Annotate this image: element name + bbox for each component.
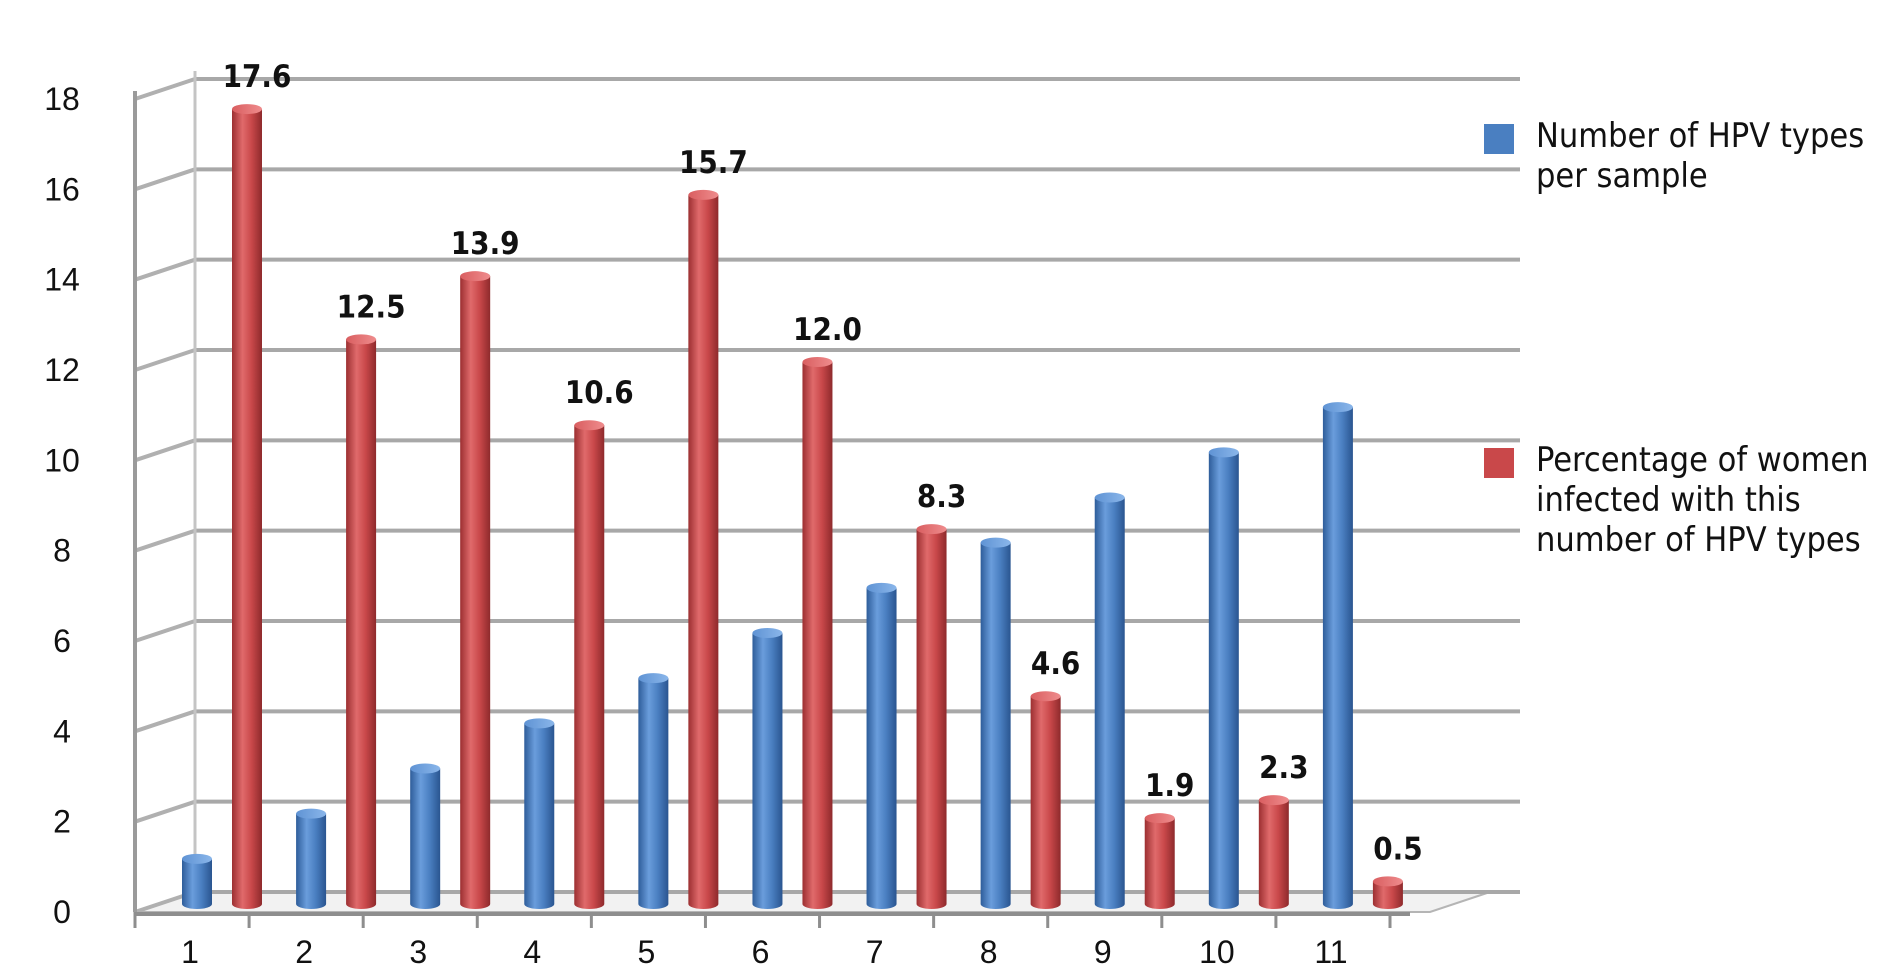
y-tick-label: 0: [53, 894, 71, 930]
bar-red: [1258, 795, 1289, 909]
data-label: 10.6: [565, 375, 634, 411]
x-tick-label: 8: [980, 934, 998, 970]
bar-blue: [524, 718, 555, 909]
bar-blue: [1208, 447, 1239, 909]
data-label: 12.0: [793, 312, 862, 348]
data-label: 15.7: [679, 145, 748, 181]
y-tick-label: 10: [44, 442, 80, 478]
x-tick-label: 5: [638, 934, 656, 970]
legend-item-series-2: Percentage of women infected with this n…: [1484, 440, 1876, 560]
bar-red: [232, 104, 262, 910]
data-label: 17.6: [223, 59, 292, 95]
bar-red: [574, 420, 605, 909]
x-tick-label: 6: [752, 934, 770, 970]
gridline: [134, 528, 1520, 553]
y-tick-label: 8: [53, 533, 71, 569]
x-tick-label: 3: [409, 934, 427, 970]
gridline: [134, 77, 1520, 101]
y-tick-label: 14: [44, 262, 80, 298]
y-tick-label: 6: [53, 623, 71, 659]
legend-label-series-1: Number of HPV types per sample: [1536, 116, 1865, 196]
data-label: 2.3: [1259, 750, 1308, 786]
legend-swatch-blue: [1484, 124, 1514, 154]
y-tick-label: 18: [44, 81, 80, 117]
y-tick-label: 12: [44, 352, 80, 388]
bar-blue: [866, 582, 897, 909]
bar-red: [346, 334, 377, 910]
y-tick-label: 4: [53, 713, 71, 749]
bar-red: [688, 189, 719, 910]
data-label: 12.5: [337, 289, 406, 325]
bars: [182, 104, 1403, 910]
bar-red: [1372, 876, 1403, 909]
legend-item-series-1: Number of HPV types per sample: [1484, 116, 1876, 196]
x-tick-label: 9: [1094, 934, 1112, 970]
legend-swatch-red: [1484, 448, 1514, 478]
bar-blue: [1094, 492, 1125, 909]
gridline: [134, 348, 1520, 372]
x-tick-label: 7: [866, 934, 884, 970]
bar-red: [916, 524, 947, 909]
gridline: [134, 438, 1520, 463]
x-tick-label: 4: [523, 934, 541, 970]
data-label: 1.9: [1145, 768, 1194, 804]
x-tick-label: 11: [1314, 934, 1347, 970]
gridline: [134, 619, 1520, 643]
bar-blue: [638, 673, 669, 909]
bar-red: [802, 357, 833, 909]
bar-blue: [980, 537, 1011, 909]
x-tick-label: 2: [295, 934, 313, 970]
bar-blue: [182, 853, 212, 909]
y-tick-label: 2: [53, 804, 71, 840]
bar-red: [1144, 813, 1175, 909]
data-labels: 17.6 12.5 13.9 10.6 15.7 12.0 8.3 4.6 1.9 2.3 0.5: [223, 59, 1423, 867]
x-tick-label: 1: [181, 934, 199, 970]
bar-blue: [1322, 402, 1353, 909]
data-label: 4.6: [1031, 646, 1080, 682]
y-tick-label: 16: [44, 171, 80, 207]
data-label: 13.9: [451, 226, 520, 262]
gridline: [134, 167, 1520, 192]
bar-blue: [296, 808, 327, 909]
bar-red: [460, 271, 491, 909]
x-tick-label: 10: [1199, 934, 1235, 970]
gridline: [134, 709, 1520, 734]
legend-label-series-2: Percentage of women infected with this n…: [1536, 440, 1869, 560]
bar-blue: [410, 763, 441, 909]
bar-blue: [752, 628, 783, 909]
bar-red: [1030, 691, 1061, 909]
data-label: 8.3: [917, 479, 966, 515]
gridline: [134, 257, 1520, 282]
data-label: 0.5: [1373, 831, 1422, 867]
